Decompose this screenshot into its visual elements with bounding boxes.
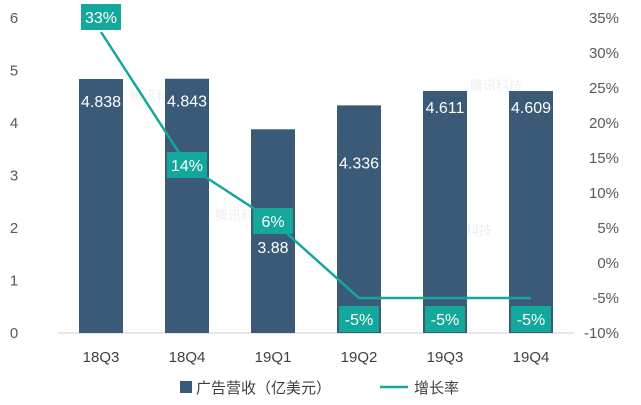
line-label-box — [253, 208, 293, 234]
bar-series — [79, 78, 553, 334]
bar — [165, 78, 209, 334]
line-data-label: -5% — [431, 312, 459, 329]
left-tick-label: 1 — [10, 273, 18, 290]
bar-data-label: 4.336 — [339, 155, 379, 172]
bar — [79, 79, 123, 333]
bar — [423, 90, 467, 333]
right-tick-label: 30% — [589, 45, 619, 62]
growth-line-series — [99, 31, 531, 300]
left-tick-label: 2 — [10, 220, 18, 237]
left-tick-label: 5 — [10, 63, 18, 80]
legend-label-bar: 广告营收（亿美元） — [196, 379, 331, 397]
left-tick-label: 6 — [10, 10, 18, 27]
right-tick-label: 5% — [597, 220, 619, 237]
line-data-label: 6% — [261, 214, 284, 231]
left-tick-label: 0 — [10, 325, 18, 342]
legend: 广告营收（亿美元） 增长率 — [180, 379, 459, 397]
line-label-box — [425, 306, 465, 332]
left-tick-label: 4 — [10, 115, 18, 132]
line-data-label: -5% — [517, 312, 545, 329]
growth-line — [99, 31, 531, 300]
right-tick-label: 0% — [597, 255, 619, 272]
left-axis-ticks: 0 1 2 3 4 5 6 — [10, 10, 18, 342]
bar-data-label: 4.609 — [511, 100, 551, 117]
category-label: 19Q2 — [341, 349, 378, 366]
watermark-text: 腾讯科技 — [470, 78, 522, 94]
bar — [509, 91, 553, 333]
line-data-label: 33% — [85, 10, 117, 27]
right-tick-label: 35% — [589, 10, 619, 27]
line-label-box — [511, 306, 551, 332]
category-label: 19Q1 — [255, 349, 292, 366]
legend-label-line: 增长率 — [414, 379, 459, 397]
right-axis-ticks: -10% -5% 0% 5% 10% 15% 20% 25% 30% 35% — [584, 10, 619, 342]
right-tick-label: 10% — [589, 185, 619, 202]
line-label-box — [81, 4, 121, 30]
bar-data-label: 4.838 — [81, 94, 121, 111]
line-data-label: -5% — [345, 312, 373, 329]
left-tick-label: 3 — [10, 168, 18, 185]
line-label-box — [167, 152, 207, 178]
category-label: 19Q3 — [427, 349, 464, 366]
right-tick-label: 20% — [589, 115, 619, 132]
right-tick-label: 25% — [589, 80, 619, 97]
line-data-label: 14% — [171, 158, 203, 175]
line-data-labels: 33% 14% 6% -5% -5% -5% — [81, 4, 551, 332]
category-label: 19Q4 — [513, 349, 550, 366]
bar-data-label: 4.611 — [426, 100, 465, 117]
category-label: 18Q4 — [169, 349, 206, 366]
bar — [337, 105, 381, 333]
line-label-box — [339, 306, 379, 332]
category-labels: 18Q3 18Q4 19Q1 19Q2 19Q3 19Q4 — [83, 349, 550, 366]
right-tick-label: -5% — [592, 290, 619, 307]
right-tick-label: -10% — [584, 325, 619, 342]
bar-data-label: 3.88 — [257, 240, 288, 257]
bar-data-label: 4.843 — [167, 94, 207, 111]
bar-data-labels: 4.838 4.843 3.88 4.336 4.611 4.609 — [81, 94, 551, 257]
legend-swatch-bar — [180, 381, 192, 393]
category-label: 18Q3 — [83, 349, 120, 366]
right-tick-label: 15% — [589, 150, 619, 167]
